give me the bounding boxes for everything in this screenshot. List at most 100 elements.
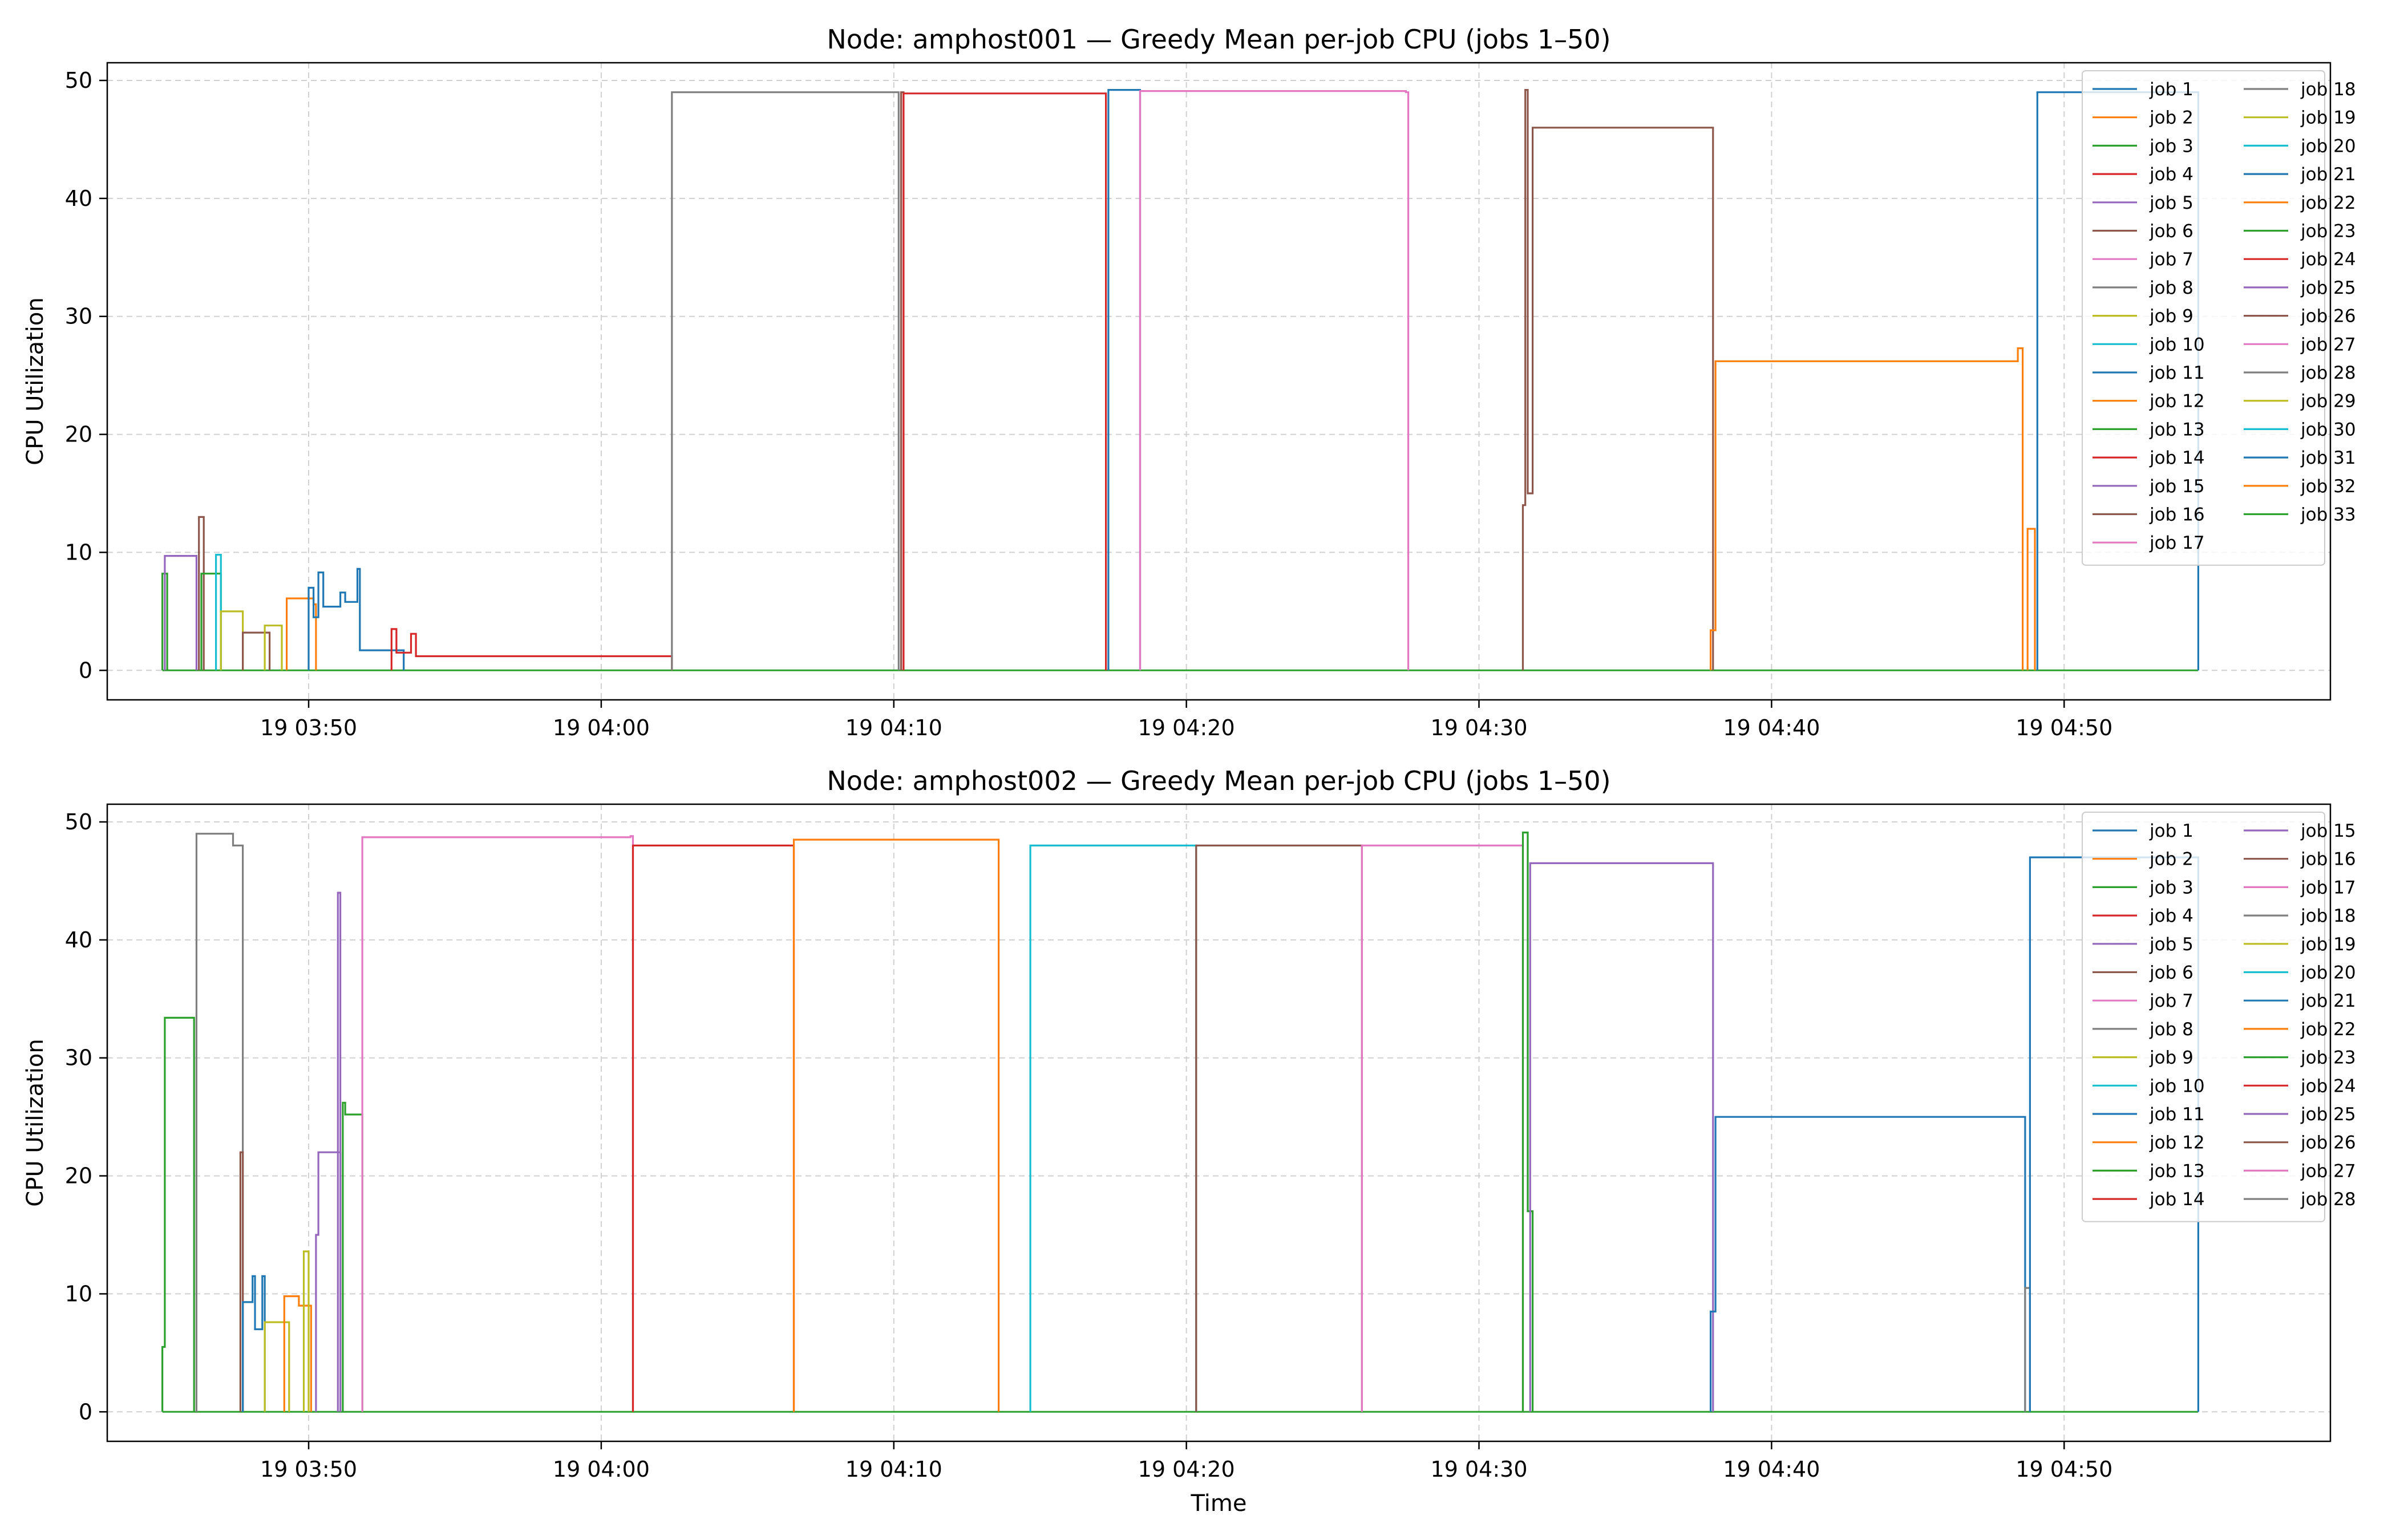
legend-entry: job 2 [2149,108,2193,128]
legend-entry: job 26 [2300,306,2356,327]
chart-panel-amphost001: 0 10 20 30 40 50 19 03:50 19 04:00 19 04:10 19 04… [22,24,2356,740]
series-line-job-26 [1521,89,1714,671]
y-tick-label: 10 [65,1281,92,1306]
legend-entry: job 18 [2300,79,2356,100]
legend-entry: job 31 [2300,448,2356,468]
x-tick-label: 19 04:20 [1138,1457,1235,1482]
legend-entry: job 5 [2149,934,2193,955]
legend-entry: job 12 [2149,1133,2205,1153]
legend-entry: job 17 [2300,877,2356,898]
x-tick-label: 19 04:10 [845,1457,942,1482]
legend-entry: job 33 [2300,505,2356,525]
legend-entry: job 21 [2300,991,2356,1011]
legend-entry: job 5 [2149,193,2193,213]
legend-entry: job 9 [2149,306,2193,327]
series-line-job-18 [671,91,900,671]
series-line-job-8 [264,1321,290,1412]
legend-entry: job 1 [2149,821,2193,841]
legend-entry: job 8 [2149,1019,2193,1040]
legend-entry: job 21 [2300,164,2356,185]
legend-entry: job 22 [2300,1019,2356,1040]
series-line-job-13 [1521,832,1534,1412]
x-tick-label: 19 04:30 [1431,715,1528,740]
x-tick-label: 19 04:50 [2015,1457,2112,1482]
legend-entry: job 15 [2300,821,2356,841]
y-tick-label: 30 [65,1045,92,1071]
axes-frame [106,62,2332,701]
legend-entry: job 6 [2149,963,2193,983]
legend-entry: job 10 [2149,1076,2205,1096]
legend-entry: job 28 [2300,363,2356,383]
legend-entry: job 25 [2300,278,2356,298]
series-line-job-14 [902,92,1107,671]
x-tick-label: 19 04:00 [553,715,650,740]
series-line-job-6 [239,1151,244,1412]
legend-entry: job 11 [2149,363,2205,383]
y-axis-label: CPU Utilization [22,297,48,465]
y-tick-label: 50 [65,68,92,93]
legend-entry: job 17 [2149,533,2205,553]
series-line-job-32 [1710,347,2024,671]
x-tick-label: 19 04:40 [1723,1457,1820,1482]
legend-entry: job 23 [2300,221,2356,242]
y-tick-label: 0 [79,658,92,683]
series-line-job-21 [307,568,405,671]
series-line-job-8 [220,610,244,671]
legend-entry: job 18 [2300,906,2356,926]
series-line-job-17 [1139,90,1410,671]
x-tick-label: 19 03:50 [260,715,357,740]
legend-entry: job 16 [2300,849,2356,870]
legend-entry: job 30 [2300,419,2356,440]
legend-entry: job 32 [2300,476,2356,497]
legend-entry: job 3 [2149,136,2193,156]
legend-entry: job 14 [2149,448,2205,468]
y-axis-label: CPU Utilization [22,1039,48,1206]
x-tick-label: 19 04:50 [2015,715,2112,740]
legend-entry: job 24 [2300,1076,2356,1096]
legend-entry: job 16 [2149,505,2205,525]
legend-entry: job 1 [2149,79,2193,100]
legend-entry: job 7 [2149,249,2193,270]
x-axis-label: Time [1191,1490,1247,1517]
series-line-job-22 [792,838,1000,1412]
legend-entry: job 26 [2300,1133,2356,1153]
y-tick-label: 0 [79,1399,92,1424]
series-line-job-9 [264,625,283,671]
legend-entry: job 4 [2149,164,2193,185]
legend-entry: job 8 [2149,278,2193,298]
x-tick-label: 19 04:20 [1138,715,1235,740]
legend-entry: job 24 [2300,249,2356,270]
x-tick-label: 19 04:10 [845,715,942,740]
y-tick-label: 40 [65,186,92,211]
y-tick-label: 50 [65,809,92,834]
axes-frame [106,803,2332,1442]
legend-entry: job 4 [2149,906,2193,926]
legend-entry: job 9 [2149,1048,2193,1068]
legend-entry: job 2 [2149,849,2193,870]
legend-entry: job 13 [2149,1161,2205,1181]
legend-entry: job 28 [2300,1189,2356,1210]
series-line-job-21 [1710,1116,2026,1412]
legend-entry: job 27 [2300,334,2356,355]
chart-title: Node: amphost001 — Greedy Mean per-job C… [827,24,1610,55]
legend-entry: job 19 [2300,934,2356,955]
series-line-job-18 [195,833,244,1412]
legend-entry: job 6 [2149,221,2193,242]
series-line-job-24 [390,628,673,671]
series-line-job-15 [337,891,342,1412]
y-tick-label: 30 [65,304,92,329]
legend-entry: job 11 [2149,1104,2205,1125]
legend-box [2082,812,2325,1222]
legend-entry: job 27 [2300,1161,2356,1181]
legend-entry: job 29 [2300,391,2356,412]
legend-entry: job 10 [2149,334,2205,355]
legend-entry: job 15 [2149,476,2205,497]
y-tick-label: 20 [65,422,92,447]
legend-entry: job 7 [2149,991,2193,1011]
x-tick-label: 19 03:50 [260,1457,357,1482]
legend-entry: job 3 [2149,877,2193,898]
x-tick-label: 19 04:00 [553,1457,650,1482]
series-line-job-33 [2026,528,2036,671]
